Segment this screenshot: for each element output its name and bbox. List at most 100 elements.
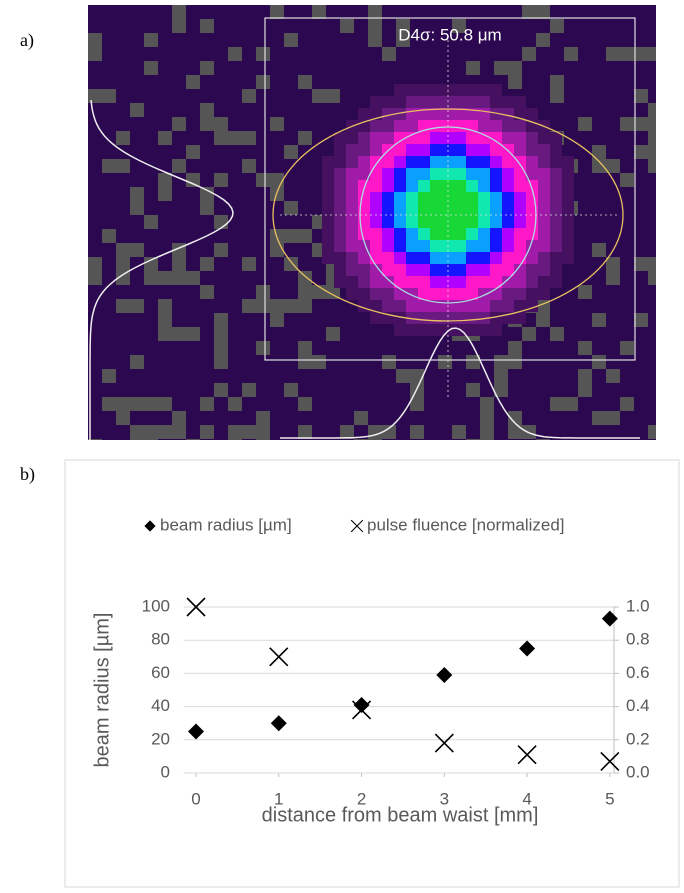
beam-pixel <box>454 228 466 240</box>
beam-pixel <box>550 240 562 252</box>
beam-pixel <box>550 276 562 288</box>
beam-pixel <box>430 204 442 216</box>
beam-pixel <box>394 144 406 156</box>
beam-pixel <box>550 180 562 192</box>
noise-pixel <box>298 425 312 439</box>
beam-pixel <box>346 252 358 264</box>
noise-pixel <box>102 369 116 383</box>
noise-pixel <box>634 257 648 271</box>
noise-pixel <box>144 215 158 229</box>
noise-pixel <box>172 159 186 173</box>
noise-pixel <box>480 397 494 411</box>
noise-pixel <box>186 271 200 285</box>
noise-pixel <box>214 355 228 369</box>
beam-pixel <box>478 156 490 168</box>
noise-pixel <box>298 285 312 299</box>
beam-pixel <box>394 168 406 180</box>
x-axis-label: distance from beam waist [mm] <box>262 804 539 826</box>
y-tick-label: 20 <box>151 729 170 748</box>
y2-tick-label: 0.2 <box>626 729 650 748</box>
beam-pixel <box>430 96 442 108</box>
beam-pixel <box>490 240 502 252</box>
beam-pixel <box>466 144 478 156</box>
beam-pixel <box>514 156 526 168</box>
beam-pixel <box>358 108 370 120</box>
noise-pixel <box>578 369 592 383</box>
beam-pixel <box>418 132 430 144</box>
noise-pixel <box>116 243 130 257</box>
beam-pixel <box>418 324 430 336</box>
noise-pixel <box>172 425 186 439</box>
beam-pixel <box>490 84 502 96</box>
noise-pixel <box>242 131 256 145</box>
beam-pixel <box>514 192 526 204</box>
beam-pixel <box>526 144 538 156</box>
beam-pixel <box>382 156 394 168</box>
beam-pixel <box>358 252 370 264</box>
beam-pixel <box>514 288 526 300</box>
beam-pixel <box>406 156 418 168</box>
noise-pixel <box>354 439 368 440</box>
noise-pixel <box>88 33 102 47</box>
beam-pixel <box>526 228 538 240</box>
beam-pixel <box>346 144 358 156</box>
beam-pixel <box>538 252 550 264</box>
beam-pixel <box>394 204 406 216</box>
noise-pixel <box>606 47 620 61</box>
beam-pixel <box>466 264 478 276</box>
beam-pixel <box>430 156 442 168</box>
noise-pixel <box>396 369 410 383</box>
noise-pixel <box>214 215 228 229</box>
beam-pixel <box>382 180 394 192</box>
beam-pixel <box>370 144 382 156</box>
noise-pixel <box>214 243 228 257</box>
noise-pixel <box>536 5 550 19</box>
noise-pixel <box>116 411 130 425</box>
noise-pixel <box>368 19 382 33</box>
noise-pixel <box>438 355 452 369</box>
beam-pixel <box>334 144 346 156</box>
noise-pixel <box>620 173 634 187</box>
beam-pixel <box>454 84 466 96</box>
noise-pixel <box>536 313 550 327</box>
noise-pixel <box>270 313 284 327</box>
beam-pixel <box>382 96 394 108</box>
noise-pixel <box>382 47 396 61</box>
noise-pixel <box>270 243 284 257</box>
beam-pixel <box>538 132 550 144</box>
beam-pixel <box>394 264 406 276</box>
beam-pixel <box>526 132 538 144</box>
noise-pixel <box>634 117 648 131</box>
noise-pixel <box>256 173 270 187</box>
noise-pixel <box>354 411 368 425</box>
beam-pixel <box>358 264 370 276</box>
beam-pixel <box>370 240 382 252</box>
noise-pixel <box>242 89 256 103</box>
noise-pixel <box>592 355 606 369</box>
noise-pixel <box>284 201 298 215</box>
noise-pixel <box>550 19 564 33</box>
beam-pixel <box>346 288 358 300</box>
noise-pixel <box>578 285 592 299</box>
noise-pixel <box>550 89 564 103</box>
beam-pixel <box>394 120 406 132</box>
beam-pixel <box>550 156 562 168</box>
noise-pixel <box>550 75 564 89</box>
beam-pixel <box>502 216 514 228</box>
beam-pixel <box>334 264 346 276</box>
beam-pixel <box>406 252 418 264</box>
noise-pixel <box>536 33 550 47</box>
beam-pixel <box>406 144 418 156</box>
beam-pixel <box>442 108 454 120</box>
beam-pixel <box>346 276 358 288</box>
legend-label: pulse fluence [normalized] <box>367 515 565 534</box>
noise-pixel <box>130 425 144 439</box>
noise-pixel <box>158 327 172 341</box>
noise-pixel <box>186 75 200 89</box>
beam-pixel <box>478 252 490 264</box>
beam-pixel <box>526 264 538 276</box>
noise-pixel <box>270 173 284 187</box>
beam-pixel <box>466 240 478 252</box>
noise-pixel <box>228 425 242 439</box>
beam-pixel <box>562 252 574 264</box>
